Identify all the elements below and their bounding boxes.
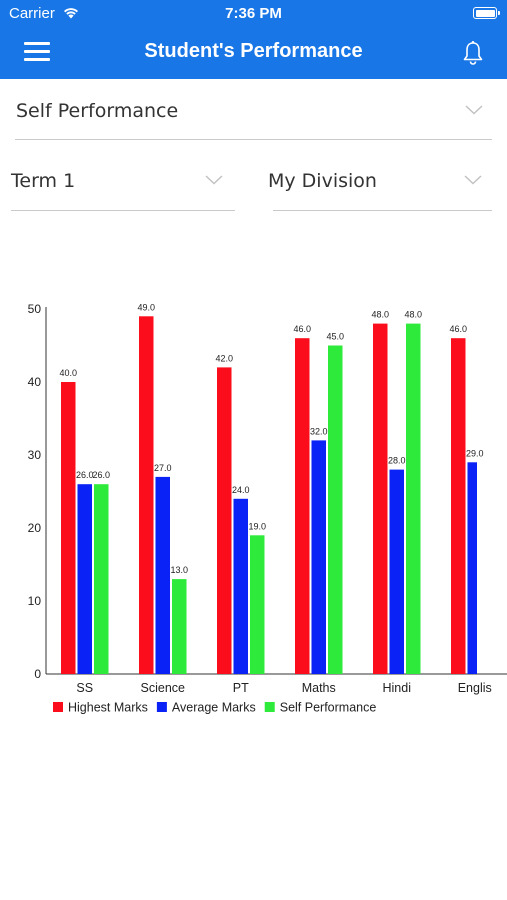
bar-value-label: 26.0 — [92, 470, 110, 480]
bar — [328, 345, 343, 674]
x-tick-label: SS — [76, 681, 93, 695]
bar — [233, 498, 248, 674]
term-value: Term 1 — [11, 170, 76, 192]
bar-value-label: 26.0 — [76, 470, 94, 480]
bar — [389, 469, 404, 674]
y-tick-label: 30 — [28, 448, 42, 462]
bell-icon[interactable] — [462, 40, 484, 66]
bar — [250, 535, 265, 674]
bar-value-label: 49.0 — [137, 302, 155, 312]
bar — [139, 316, 154, 674]
bar — [94, 484, 109, 674]
legend-swatch — [156, 702, 167, 712]
bar-value-label: 28.0 — [388, 456, 406, 466]
legend-swatch — [264, 702, 275, 712]
x-tick-label: Englis — [458, 681, 492, 695]
status-time: 7:36 PM — [225, 5, 282, 22]
page-title: Student's Performance — [144, 40, 363, 62]
chevron-down-icon — [464, 175, 482, 185]
bar-value-label: 32.0 — [310, 426, 328, 436]
hamburger-menu-icon[interactable] — [24, 40, 50, 62]
bar-value-label: 48.0 — [371, 310, 389, 320]
carrier-label: Carrier — [9, 5, 55, 22]
x-tick-label: Science — [141, 681, 186, 695]
bar-value-label: 13.0 — [170, 565, 188, 575]
bar-value-label: 19.0 — [248, 521, 266, 531]
division-value: My Division — [268, 170, 377, 192]
bar-value-label: 40.0 — [59, 368, 77, 378]
bar-value-label: 24.0 — [232, 485, 250, 495]
y-tick-label: 50 — [28, 302, 42, 316]
bar — [373, 323, 388, 674]
division-dropdown[interactable]: My Division — [268, 159, 492, 211]
status-bar: Carrier 7:36 PM — [0, 0, 507, 28]
bar — [77, 484, 92, 674]
bar — [311, 440, 326, 674]
bar — [406, 323, 421, 674]
legend-label: Highest Marks — [68, 701, 148, 715]
legend-swatch — [53, 702, 63, 712]
y-tick-label: 40 — [28, 375, 42, 389]
bar — [295, 338, 310, 674]
performance-type-value: Self Performance — [16, 100, 179, 122]
bar — [172, 579, 187, 674]
wifi-icon — [64, 8, 78, 19]
x-tick-label: Maths — [302, 681, 336, 695]
y-tick-label: 20 — [28, 521, 42, 535]
bar-value-label: 45.0 — [326, 332, 344, 342]
y-tick-label: 10 — [28, 594, 42, 608]
bar — [217, 367, 232, 674]
bar — [155, 476, 170, 674]
bar-value-label: 46.0 — [449, 324, 467, 334]
bar-value-label: 42.0 — [215, 353, 233, 363]
battery-icon — [473, 7, 500, 19]
y-tick-label: 0 — [34, 667, 41, 681]
bar-value-label: 48.0 — [404, 310, 422, 320]
app-header: Carrier 7:36 PM Student's Performance — [0, 0, 507, 79]
performance-type-dropdown[interactable]: Self Performance — [15, 88, 492, 140]
performance-bar-chart: 0 10 20 30 40 50 40.0 26.026.0 SS 49.0 27.0 13.0 Sci… — [28, 302, 507, 715]
bar — [467, 462, 477, 674]
bar-value-label: 46.0 — [293, 324, 311, 334]
bar — [451, 338, 466, 674]
x-tick-label: Hindi — [383, 681, 412, 695]
chevron-down-icon — [465, 105, 483, 115]
chevron-down-icon — [205, 175, 223, 185]
x-tick-label: PT — [233, 681, 249, 695]
bar-value-label: 27.0 — [154, 463, 172, 473]
bar-value-label: 29.0 — [466, 448, 484, 458]
bar — [61, 382, 76, 674]
legend-label: Average Marks — [172, 701, 256, 715]
term-dropdown[interactable]: Term 1 — [11, 159, 235, 211]
legend-label: Self Performance — [280, 701, 377, 715]
